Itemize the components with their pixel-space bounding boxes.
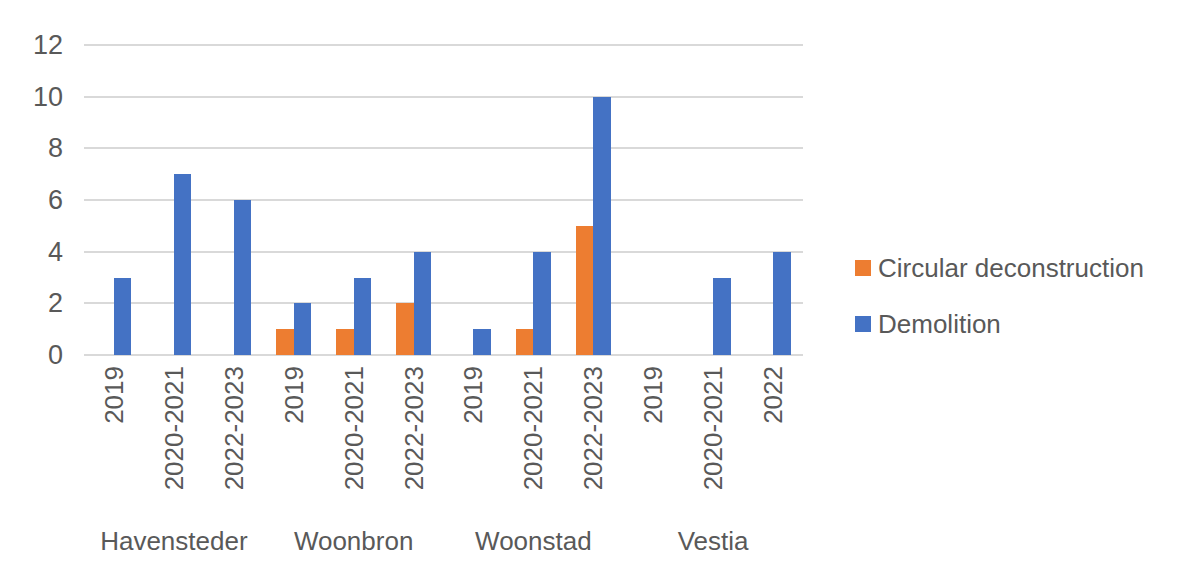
legend: Circular deconstruction Demolition bbox=[855, 251, 1144, 341]
legend-item-circular-deconstruction: Circular deconstruction bbox=[855, 251, 1144, 285]
bar-circular-deconstruction-8 bbox=[516, 329, 534, 355]
y-tick-label-8: 8 bbox=[0, 131, 63, 165]
gridline-y8 bbox=[84, 147, 803, 149]
y-tick-label-2: 2 bbox=[0, 286, 63, 320]
bar-demolition-2 bbox=[174, 174, 192, 355]
x-tick-label-12: 2022 bbox=[758, 366, 788, 424]
gridline-y10 bbox=[84, 96, 803, 98]
bar-demolition-3 bbox=[234, 200, 252, 355]
group-label-woonstad: Woonstad bbox=[475, 524, 592, 558]
bar-demolition-6 bbox=[414, 252, 432, 355]
group-label-woonbron: Woonbron bbox=[294, 524, 414, 558]
legend-label-circular-deconstruction: Circular deconstruction bbox=[878, 251, 1144, 285]
gridline-y2 bbox=[84, 302, 803, 304]
legend-item-demolition: Demolition bbox=[855, 307, 1144, 341]
y-tick-label-6: 6 bbox=[0, 183, 63, 217]
group-label-havensteder: Havensteder bbox=[100, 524, 247, 558]
bar-demolition-8 bbox=[533, 252, 551, 355]
plot-area bbox=[84, 45, 803, 355]
legend-swatch-circular-deconstruction bbox=[855, 260, 871, 276]
x-tick-label-1: 2019 bbox=[99, 366, 129, 424]
bar-demolition-9 bbox=[593, 97, 611, 355]
legend-swatch-demolition bbox=[855, 316, 871, 332]
gridline-y4 bbox=[84, 251, 803, 253]
group-label-vestia: Vestia bbox=[678, 524, 749, 558]
bar-demolition-4 bbox=[294, 303, 312, 355]
bar-demolition-7 bbox=[473, 329, 491, 355]
bar-demolition-11 bbox=[713, 278, 731, 356]
y-tick-label-4: 4 bbox=[0, 235, 63, 269]
x-tick-label-11: 2020-2021 bbox=[698, 366, 728, 490]
gridline-y12 bbox=[84, 44, 803, 46]
x-tick-label-7: 2019 bbox=[458, 366, 488, 424]
bar-demolition-5 bbox=[354, 278, 372, 356]
x-tick-label-10: 2019 bbox=[638, 366, 668, 424]
bar-demolition-12 bbox=[773, 252, 791, 355]
bar-circular-deconstruction-4 bbox=[276, 329, 294, 355]
y-tick-label-10: 10 bbox=[0, 80, 63, 114]
x-tick-label-6: 2022-2023 bbox=[399, 366, 429, 490]
x-tick-label-9: 2022-2023 bbox=[578, 366, 608, 490]
x-tick-label-4: 2019 bbox=[279, 366, 309, 424]
y-tick-label-0: 0 bbox=[0, 338, 63, 372]
x-tick-label-8: 2020-2021 bbox=[518, 366, 548, 490]
bar-chart: 0 2 4 6 8 10 12 2019 2020-2021 2022-2023 2019 2020… bbox=[0, 0, 1200, 586]
bar-circular-deconstruction-9 bbox=[576, 226, 594, 355]
x-tick-label-5: 2020-2021 bbox=[339, 366, 369, 490]
legend-label-demolition: Demolition bbox=[878, 307, 1001, 341]
x-tick-label-2: 2020-2021 bbox=[159, 366, 189, 490]
x-tick-label-3: 2022-2023 bbox=[219, 366, 249, 490]
y-tick-label-12: 12 bbox=[0, 28, 63, 62]
bar-circular-deconstruction-6 bbox=[396, 303, 414, 355]
gridline-y0 bbox=[84, 354, 803, 356]
gridline-y6 bbox=[84, 199, 803, 201]
bar-circular-deconstruction-5 bbox=[336, 329, 354, 355]
bar-demolition-1 bbox=[114, 278, 132, 356]
